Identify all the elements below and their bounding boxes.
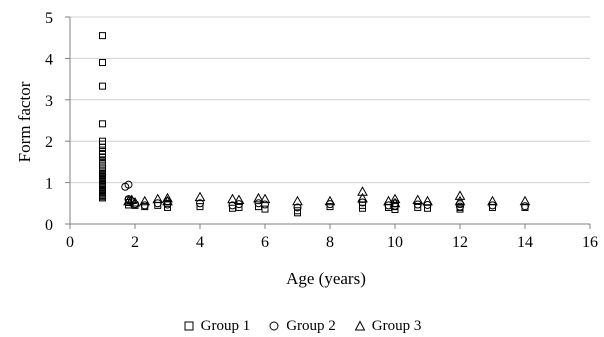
y-tick-label: 3 — [45, 93, 53, 110]
x-tick-label: 16 — [582, 234, 598, 251]
x-tick-label: 12 — [452, 234, 468, 251]
group-2-point — [326, 200, 334, 209]
circle-marker-icon — [269, 321, 279, 331]
axes — [65, 16, 591, 229]
group-2-point — [456, 200, 464, 209]
group-1-point — [385, 203, 392, 211]
group-1-point — [489, 203, 496, 211]
group-1-point — [235, 203, 243, 211]
group-2-point — [235, 200, 243, 209]
gridlines — [70, 16, 590, 184]
y-tick-label: 0 — [45, 217, 53, 234]
data-points — [99, 32, 531, 217]
group-3-point — [227, 193, 238, 204]
y-tick-label: 5 — [45, 10, 53, 27]
group-3-point — [324, 195, 336, 206]
y-tick-label: 2 — [45, 134, 53, 151]
group-3-point — [194, 191, 206, 202]
group-3-point — [357, 192, 368, 203]
group-3-point — [454, 190, 466, 200]
group-3-point — [152, 193, 164, 204]
group-1-point — [99, 143, 106, 151]
group-2-point — [358, 198, 367, 207]
x-tick-label: 8 — [326, 234, 334, 251]
group-2-point — [153, 199, 162, 208]
legend-item-group-1: Group 1 — [183, 317, 251, 335]
y-tick-label: 1 — [45, 176, 53, 193]
group-2-point — [521, 202, 529, 211]
group-1-point — [154, 201, 162, 209]
group-3-point — [233, 194, 245, 204]
group-3-point — [162, 195, 173, 206]
legend-item-group-2: Group 2 — [268, 318, 336, 335]
legend-label-group-1: Group 1 — [200, 317, 251, 334]
y-tick-label: 4 — [45, 51, 53, 68]
legend-label-group-3: Group 3 — [371, 317, 422, 334]
group-3-point — [422, 195, 433, 206]
group-2-point — [140, 201, 149, 210]
group-1-point — [414, 203, 422, 211]
group-3-point — [389, 197, 401, 208]
group-3-point — [139, 195, 151, 206]
square-marker-icon — [184, 321, 194, 331]
x-axis-label: Age (years) — [286, 269, 366, 288]
group-1-point — [99, 160, 106, 168]
group-3-point — [292, 195, 303, 206]
x-tick-label: 0 — [66, 234, 74, 251]
group-1-point — [99, 32, 106, 40]
triangle-marker-icon — [354, 320, 366, 331]
group-3-point — [383, 195, 394, 206]
x-tick-label: 2 — [131, 234, 139, 251]
group-3-point — [129, 196, 141, 207]
group-3-point — [259, 193, 271, 204]
group-3-point — [487, 195, 498, 206]
legend-label-group-2: Group 2 — [286, 317, 336, 334]
legend: Group 1 Group 2 Group 3 — [0, 316, 604, 336]
group-1-point — [99, 120, 106, 128]
group-2-point — [196, 199, 204, 208]
y-axis-label: Form factor — [15, 81, 34, 162]
group-1-point — [99, 59, 106, 67]
group-3-point — [519, 195, 531, 206]
group-1-point — [424, 204, 431, 212]
group-1-point — [99, 82, 106, 90]
group-3-point — [389, 193, 401, 204]
group-3-point — [357, 186, 368, 196]
group-3-point — [412, 194, 424, 204]
group-3-point — [123, 195, 134, 206]
group-1-point — [359, 204, 366, 212]
group-1-point — [99, 162, 106, 170]
x-tick-label: 4 — [196, 234, 204, 251]
group-1-point — [99, 194, 106, 202]
group-2-point — [413, 200, 422, 209]
group-2-point — [261, 200, 269, 209]
group-2-point — [124, 180, 133, 189]
legend-item-group-3: Group 3 — [354, 317, 422, 335]
group-3-point — [253, 192, 264, 203]
group-1-point — [196, 203, 204, 211]
x-tick-label: 6 — [261, 234, 269, 251]
group-1-point — [294, 209, 301, 217]
x-tick-label: 14 — [517, 234, 533, 251]
group-2-point — [456, 202, 464, 211]
group-2-point — [488, 201, 497, 210]
group-2-point — [293, 203, 302, 212]
x-tick-label: 10 — [387, 234, 403, 251]
group-3-point — [454, 195, 466, 206]
group-3-point — [162, 192, 173, 203]
group-1-point — [261, 205, 269, 213]
